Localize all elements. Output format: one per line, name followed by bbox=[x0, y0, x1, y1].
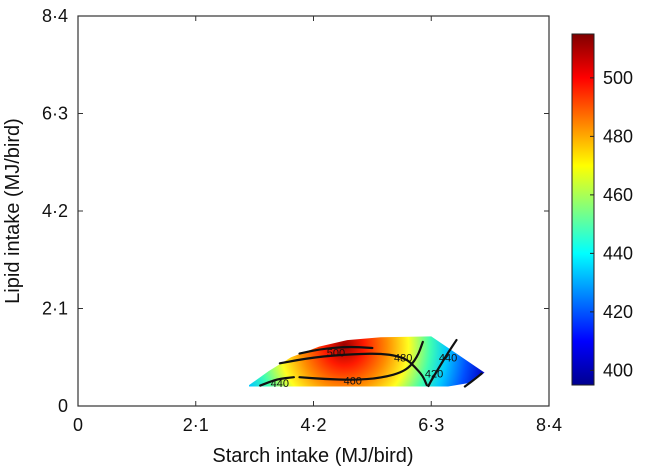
x-tick-label: 6·3 bbox=[418, 415, 444, 435]
plot-frame bbox=[77, 15, 550, 407]
contour-lines: 500 480 460 440 440 420 bbox=[259, 338, 483, 390]
x-axis-title: Starch intake (MJ/bird) bbox=[212, 445, 413, 467]
x-tick-label: 0 bbox=[73, 415, 83, 435]
colorbar-tick-label: 500 bbox=[603, 68, 633, 88]
contour-label-440: 440 bbox=[439, 352, 457, 364]
colorbar-tick-label: 420 bbox=[603, 302, 633, 322]
y-tick-label: 0 bbox=[58, 396, 68, 416]
contour-label-500: 500 bbox=[327, 348, 345, 360]
x-tick-label: 2·1 bbox=[183, 415, 209, 435]
y-axis: 0 2·1 4·2 6·3 8·4 bbox=[42, 6, 549, 416]
contour-line-440 bbox=[259, 376, 295, 387]
contour-label-460: 460 bbox=[344, 375, 362, 387]
contour-label-440: 440 bbox=[271, 378, 289, 390]
contour-line-420 bbox=[463, 372, 483, 388]
y-axis-title: Lipid intake (MJ/bird) bbox=[2, 118, 24, 304]
y-tick-label: 8·4 bbox=[42, 6, 68, 26]
x-axis: 0 2·1 4·2 6·3 8·4 bbox=[73, 16, 562, 435]
x-tick-label: 4·2 bbox=[300, 415, 326, 435]
colorbar-tick-label: 460 bbox=[603, 185, 633, 205]
colorbar: 400 420 440 460 480 500 bbox=[571, 33, 633, 386]
contour-label-480: 480 bbox=[394, 352, 412, 364]
heatmap-surface bbox=[249, 336, 485, 387]
contour-label-420: 420 bbox=[425, 369, 443, 381]
colorbar-ticks: 400 420 440 460 480 500 bbox=[590, 68, 633, 380]
contour-line-500 bbox=[298, 345, 374, 355]
contour-line-480 bbox=[278, 352, 428, 387]
colorbar-tick-label: 400 bbox=[603, 360, 633, 380]
heatmap-region bbox=[249, 336, 485, 387]
colorbar-tick-label: 440 bbox=[603, 243, 633, 263]
y-tick-label: 4·2 bbox=[42, 201, 68, 221]
contour-line-440 bbox=[427, 338, 458, 388]
colorbar-tick-label: 480 bbox=[603, 126, 633, 146]
contour-line-460 bbox=[298, 340, 424, 381]
y-tick-label: 6·3 bbox=[42, 104, 68, 124]
y-tick-label: 2·1 bbox=[42, 299, 68, 319]
x-tick-label: 8·4 bbox=[536, 415, 562, 435]
colorbar-gradient bbox=[571, 33, 595, 386]
